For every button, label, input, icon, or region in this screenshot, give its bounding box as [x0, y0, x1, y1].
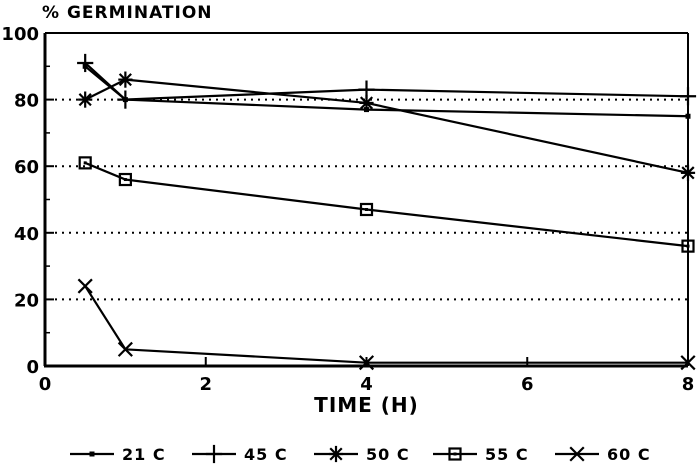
- x-tick-label: 6: [521, 374, 534, 395]
- y-tick-label: 80: [14, 91, 39, 112]
- series-markers-60c: [77, 278, 696, 371]
- asterisk-marker-icon: [314, 445, 358, 463]
- series-line-50c: [83, 78, 690, 175]
- legend-item-50c: 50 C: [312, 444, 410, 464]
- legend-label-60c: 60 C: [607, 444, 651, 464]
- legend-label-50c: 50 C: [366, 444, 410, 464]
- x-tick-label: 2: [199, 374, 212, 395]
- x-marker-icon: [555, 446, 599, 462]
- series-line-60c: [83, 284, 690, 364]
- series-line-21c: [83, 64, 690, 118]
- legend-item-21c: 21 C: [68, 444, 166, 464]
- y-tick-label: 40: [14, 224, 39, 245]
- legend-label-21c: 21 C: [122, 444, 166, 464]
- y-tick-label: 60: [14, 157, 39, 178]
- series-line-45c: [83, 61, 690, 101]
- chart-title: % GERMINATION: [42, 3, 213, 23]
- series-markers-50c: [78, 71, 696, 181]
- square-marker-icon: [433, 447, 477, 461]
- series-markers-55c: [78, 156, 695, 253]
- legend: 21 C 45 C 50 C 55 C 60 C: [0, 444, 700, 470]
- legend-label-55c: 55 C: [485, 444, 529, 464]
- legend-item-55c: 55 C: [431, 444, 529, 464]
- legend-item-60c: 60 C: [553, 444, 651, 464]
- series-line-55c: [83, 161, 690, 248]
- plus-marker-icon: [192, 444, 236, 464]
- x-tick-label: 8: [682, 374, 695, 395]
- dot-marker-icon: [70, 451, 114, 457]
- x-axis-title: TIME (H): [314, 393, 419, 417]
- x-tick-label: 0: [39, 374, 52, 395]
- y-tick-label: 100: [1, 24, 39, 45]
- legend-item-45c: 45 C: [190, 444, 288, 464]
- y-tick-label: 20: [14, 290, 39, 311]
- legend-label-45c: 45 C: [244, 444, 288, 464]
- y-tick-label: 0: [26, 357, 39, 378]
- x-tick-label: 4: [360, 374, 373, 395]
